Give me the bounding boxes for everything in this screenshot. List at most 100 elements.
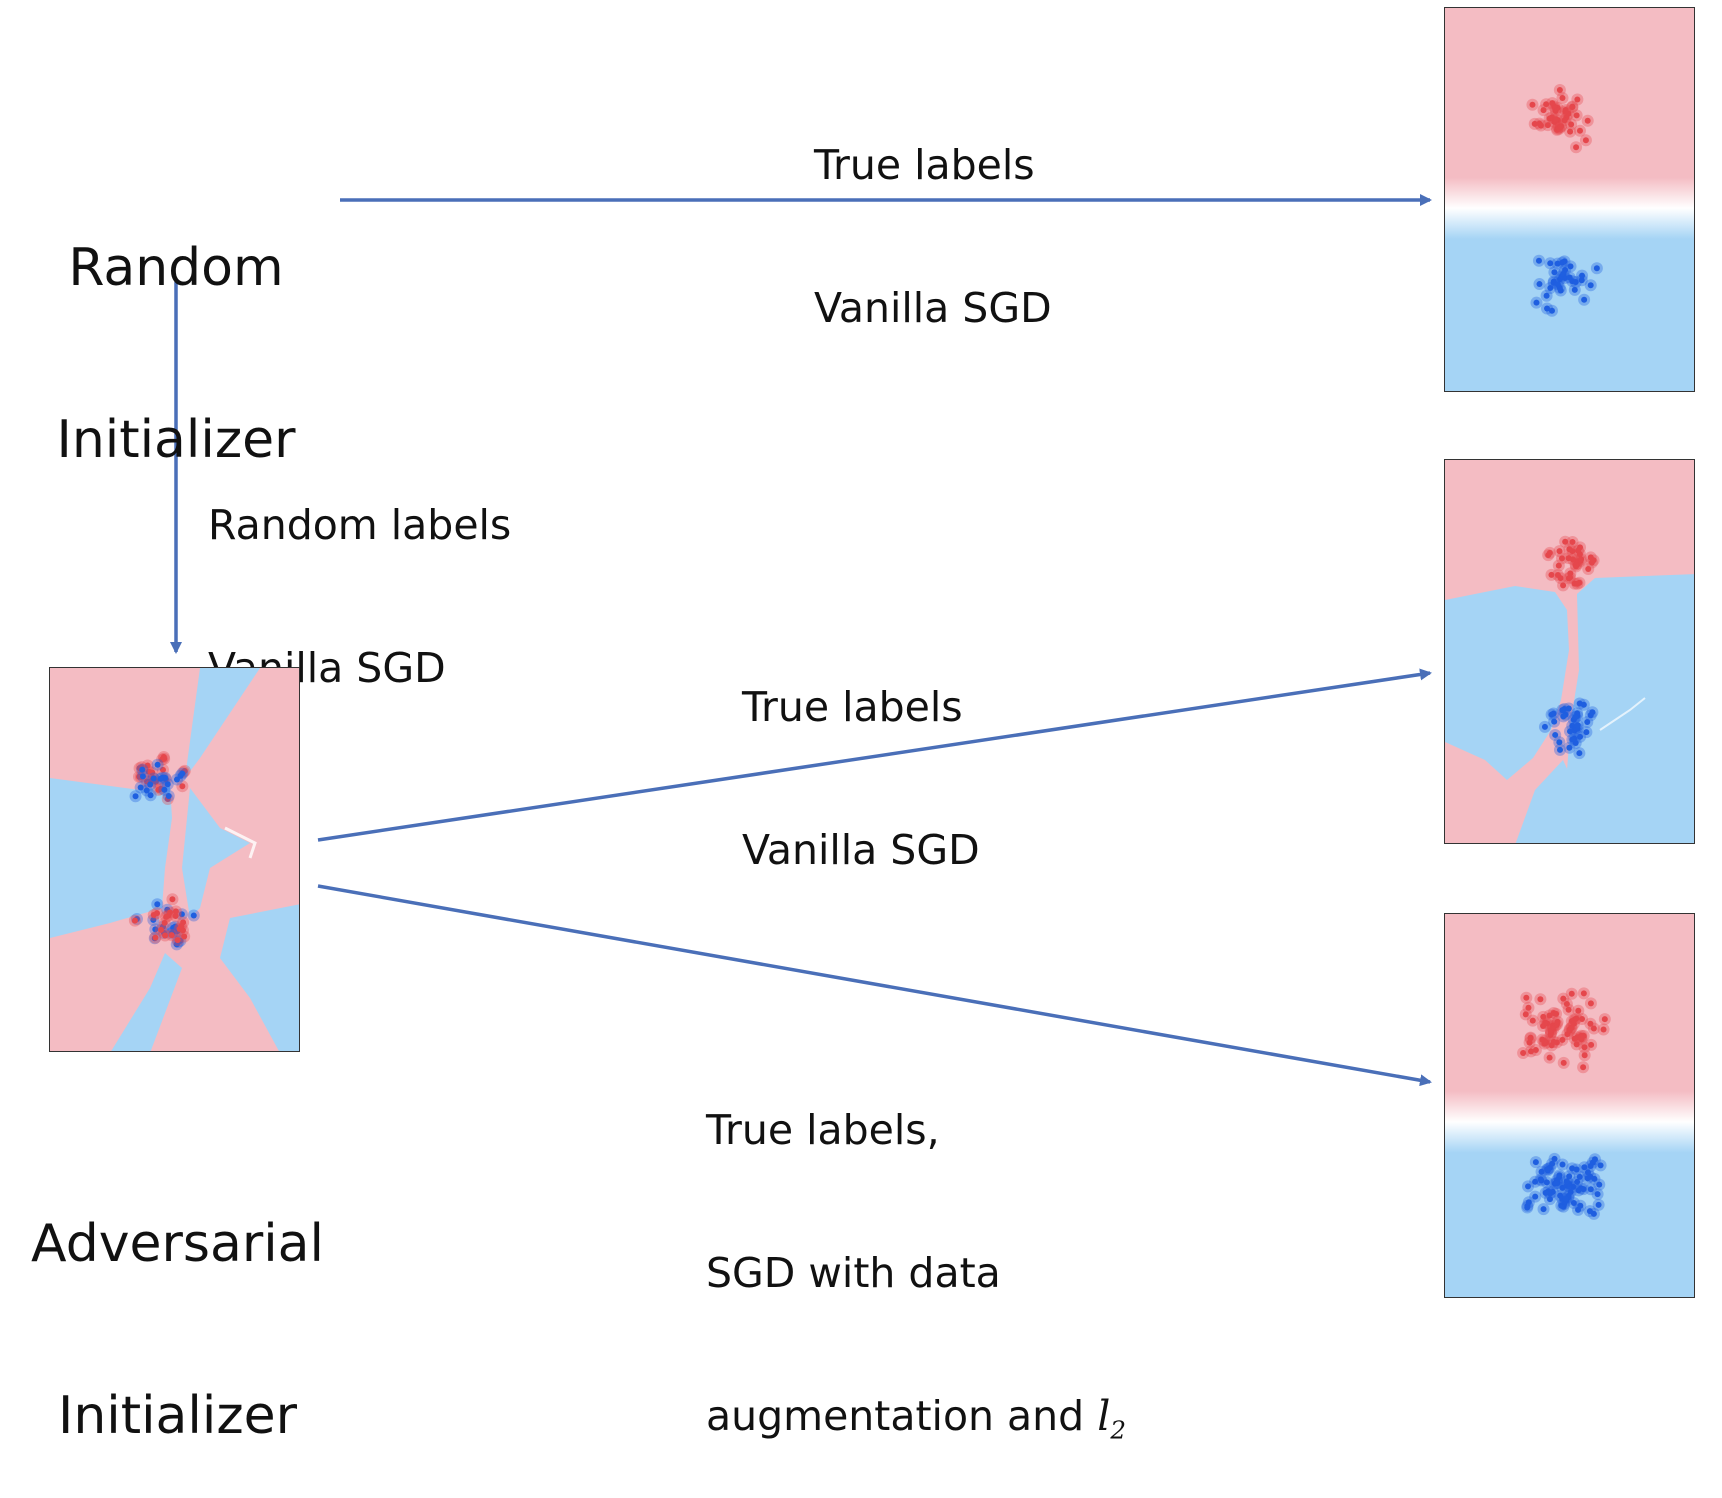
red-point (163, 913, 170, 920)
blue-point (139, 766, 146, 773)
red-point (1568, 121, 1575, 128)
blue-point (147, 792, 154, 799)
red-point (1568, 990, 1575, 997)
red-point (181, 933, 188, 940)
edge-label-adversarial-to-middle: True labels Vanilla SGD (742, 683, 980, 875)
blue-point (164, 781, 171, 788)
blue-point (170, 924, 177, 931)
blue-point (1580, 1186, 1587, 1193)
red-point (1580, 990, 1587, 997)
red-point (1558, 555, 1565, 562)
red-point (1543, 101, 1550, 108)
blue-region (1515, 760, 1595, 843)
blue-point (1581, 296, 1588, 303)
red-point (1546, 549, 1553, 556)
red-point (1540, 1013, 1547, 1020)
blue-point (154, 901, 161, 908)
random-initializer-label: Random Initializer (56, 238, 296, 470)
blue-point (1563, 1178, 1570, 1185)
red-point (1562, 108, 1569, 115)
red-point (1566, 546, 1573, 553)
blue-point (1532, 1178, 1539, 1185)
red-point (160, 754, 167, 761)
red-point (1563, 1000, 1570, 1007)
red-point (1529, 101, 1536, 108)
red-point (154, 910, 161, 917)
blue-point (1577, 1202, 1584, 1209)
red-point (1569, 538, 1576, 545)
red-point (1560, 582, 1567, 589)
red-point (1537, 996, 1544, 1003)
blue-point (173, 776, 180, 783)
red-point (1569, 556, 1576, 563)
blue-point (1547, 285, 1554, 292)
red-point (1560, 1059, 1567, 1066)
red-point (178, 923, 185, 930)
boundary-highlight (1599, 697, 1646, 731)
red-point (1571, 1035, 1578, 1042)
blue-point (1576, 1173, 1583, 1180)
red-point (1527, 1048, 1534, 1055)
blue-point (1565, 1183, 1572, 1190)
blue-point (150, 916, 157, 923)
arrow-adversarial-to-bottom (317, 884, 1432, 1087)
blue-point (1562, 1195, 1569, 1202)
panel-background (1445, 914, 1694, 1297)
blue-point (1546, 1196, 1553, 1203)
blue-point (1580, 701, 1587, 708)
blue-point (1566, 744, 1573, 751)
red-point (1567, 128, 1574, 135)
boundary-highlight (224, 826, 257, 859)
red-point (1548, 571, 1555, 578)
red-point (1522, 1011, 1529, 1018)
red-point (1587, 1020, 1594, 1027)
red-point (1572, 561, 1579, 568)
blue-point (1552, 731, 1559, 738)
red-point (159, 766, 166, 773)
red-point (1529, 1017, 1536, 1024)
blue-point (132, 793, 139, 800)
blue-point (1543, 1179, 1550, 1186)
blue-point (1591, 1156, 1598, 1163)
red-point (131, 917, 138, 924)
red-point (1590, 1025, 1597, 1032)
red-point (1554, 572, 1561, 579)
red-point (1559, 95, 1566, 102)
blue-point (1544, 1166, 1551, 1173)
l2-symbol: l2 (1097, 1392, 1127, 1445)
blue-point (1566, 1173, 1573, 1180)
adversarial-panel (49, 667, 300, 1052)
red-point (1544, 122, 1551, 129)
blue-point (1571, 286, 1578, 293)
red-point (168, 932, 175, 939)
blue-point (1556, 739, 1563, 746)
blue-point (1572, 714, 1579, 721)
red-point (1601, 1016, 1608, 1023)
red-point (1575, 1007, 1582, 1014)
blue-point (1595, 1201, 1602, 1208)
blue-point (1569, 1165, 1576, 1172)
red-point (169, 896, 176, 903)
red-point (1556, 548, 1563, 555)
blue-point (152, 926, 159, 933)
red-point (1540, 107, 1547, 114)
red-point (1565, 1006, 1572, 1013)
red-point (167, 909, 174, 916)
red-point (1587, 1000, 1594, 1007)
blue-point (1541, 723, 1548, 730)
red-point (155, 786, 162, 793)
red-point (1554, 1018, 1561, 1025)
blue-point (1551, 1155, 1558, 1162)
blue-point (179, 770, 186, 777)
blue-point (1542, 1189, 1549, 1196)
blue-point (165, 793, 172, 800)
red-point (158, 926, 165, 933)
red-point (1542, 1019, 1549, 1026)
blue-point (1593, 265, 1600, 272)
edge-label-adversarial-to-bottom: True labels, SGD with data augmentation … (706, 1106, 1127, 1445)
blue-point (1551, 269, 1558, 276)
red-point (1562, 538, 1569, 545)
edge-label-random-to-top: True labels Vanilla SGD (814, 141, 1052, 333)
blue-point (1543, 292, 1550, 299)
red-point (1560, 995, 1567, 1002)
